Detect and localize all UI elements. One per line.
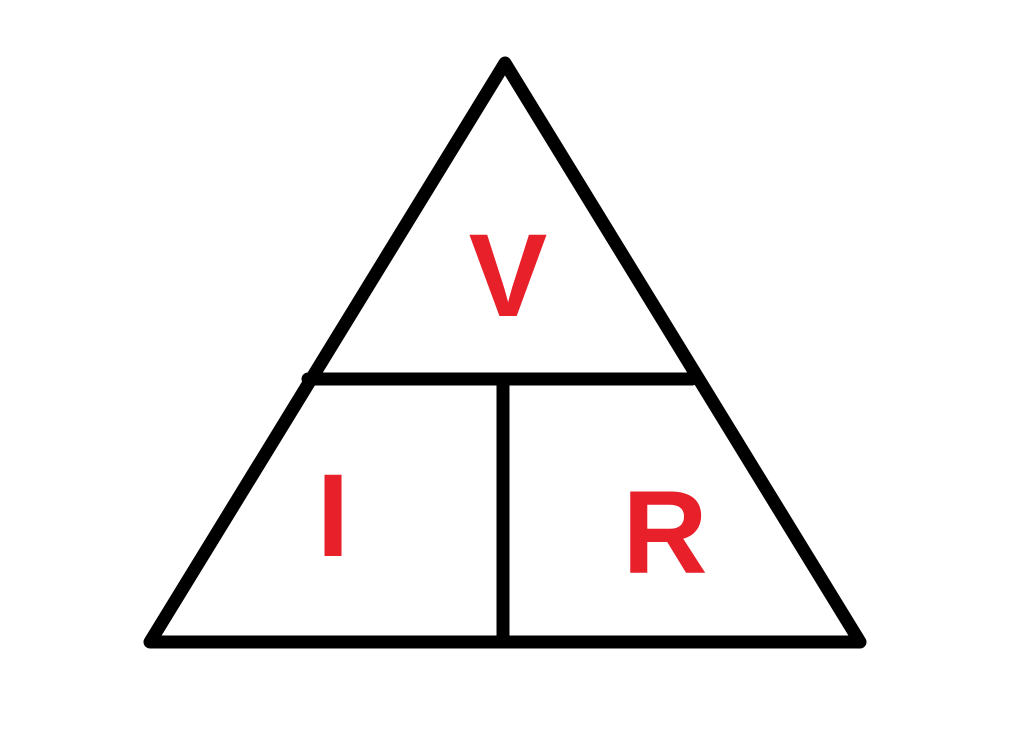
labels: V I R [317,210,708,599]
label-current: I [317,450,350,582]
label-resistance: R [622,467,707,599]
label-voltage: V [469,210,548,342]
triangle-lines [143,56,867,649]
